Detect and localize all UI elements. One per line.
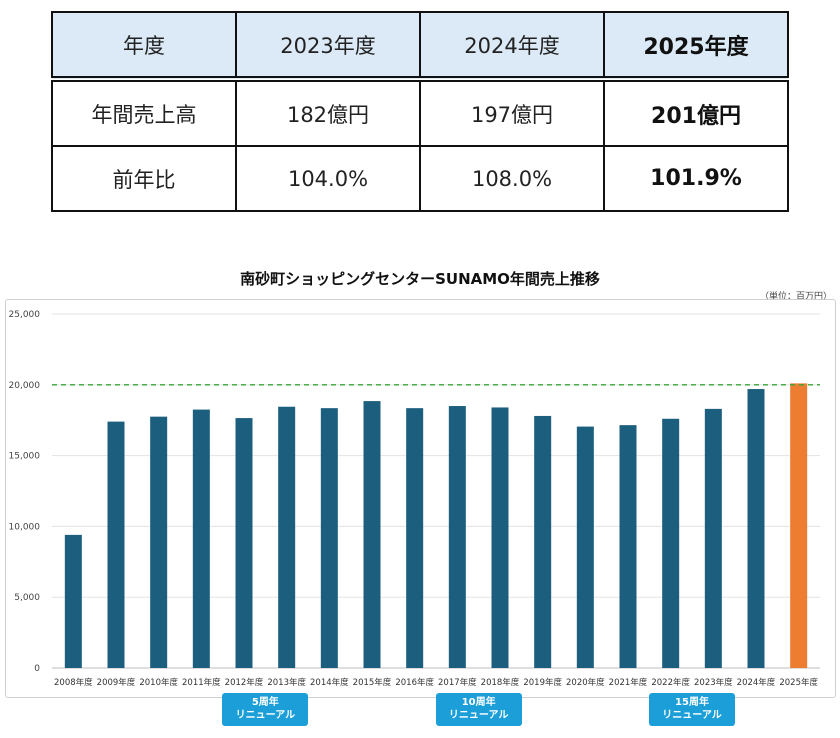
summary-header-row: 年度 2023年度 2024年度 2025年度 (51, 11, 789, 80)
header-cell-2025: 2025年度 (603, 11, 789, 80)
row-label-sales: 年間売上高 (51, 78, 237, 147)
y-tick-label: 15,000 (9, 452, 41, 462)
x-tick-label: 2014年度 (310, 677, 349, 688)
x-tick-label: 2020年度 (566, 677, 605, 688)
bar (363, 401, 381, 668)
bar (64, 534, 82, 668)
header-cell-2024: 2024年度 (419, 11, 605, 80)
x-tick-label: 2019年度 (523, 677, 562, 688)
table-row: 前年比 104.0% 108.0% 101.9% (51, 145, 789, 212)
yoy-2024: 108.0% (419, 145, 605, 212)
chart-title: 南砂町ショッピングセンターSUNAMO年間売上推移 (240, 270, 600, 288)
x-tick-label: 2025年度 (779, 677, 818, 688)
bar (150, 416, 168, 668)
bar (662, 418, 680, 668)
y-tick-label: 5,000 (14, 593, 40, 603)
x-tick-label: 2017年度 (438, 677, 477, 688)
x-tick-label: 2008年度 (54, 677, 93, 688)
x-tick-label: 2012年度 (225, 677, 264, 688)
bar (448, 406, 466, 668)
yoy-2023: 104.0% (235, 145, 421, 212)
bar (704, 408, 722, 668)
x-tick-label: 2009年度 (97, 677, 136, 688)
y-tick-label: 0 (34, 664, 40, 674)
x-tick-label: 2018年度 (481, 677, 520, 688)
milestone-sublabel: リニューアル (662, 710, 722, 721)
header-cell-2023: 2023年度 (235, 11, 421, 80)
sales-2025: 201億円 (603, 78, 789, 147)
bar (406, 408, 424, 668)
milestone-sublabel: リニューアル (448, 710, 509, 721)
bar (790, 383, 808, 668)
milestone-label: 5周年 (251, 697, 279, 708)
milestone-label: 15周年 (675, 697, 709, 708)
x-tick-label: 2021年度 (609, 677, 648, 688)
milestone-badge-5th: 5周年 リニューアル (222, 693, 309, 726)
milestone-sublabel: リニューアル (235, 710, 296, 721)
x-tick-label: 2024年度 (737, 677, 776, 688)
sales-2023: 182億円 (235, 78, 421, 147)
x-tick-label: 2013年度 (267, 677, 306, 688)
unit-note: （単位：百万円） (759, 292, 832, 302)
sales-2024: 197億円 (419, 78, 605, 147)
bar (107, 421, 125, 668)
summary-table: 年度 2023年度 2024年度 2025年度 年間売上高 182億円 197億… (51, 11, 789, 212)
bar (747, 389, 765, 668)
bar (491, 407, 509, 668)
bar (278, 406, 296, 668)
yoy-2025: 101.9% (603, 145, 789, 212)
x-tick-label: 2022年度 (651, 677, 690, 688)
bar (320, 408, 338, 668)
bar (235, 418, 253, 668)
row-label-yoy: 前年比 (51, 145, 237, 212)
chart-frame (5, 299, 836, 698)
bar (534, 415, 552, 668)
table-row: 年間売上高 182億円 197億円 201億円 (51, 78, 789, 147)
bar (576, 426, 594, 668)
bar (619, 425, 637, 668)
x-tick-label: 2016年度 (395, 677, 434, 688)
y-tick-label: 10,000 (9, 522, 41, 532)
milestone-label: 10周年 (461, 697, 496, 708)
x-tick-label: 2011年度 (182, 677, 221, 688)
bar (192, 409, 210, 668)
x-tick-label: 2023年度 (694, 677, 733, 688)
header-cell-year: 年度 (51, 11, 237, 80)
x-tick-label: 2015年度 (353, 677, 392, 688)
y-tick-label: 25,000 (9, 310, 41, 320)
x-tick-label: 2010年度 (139, 677, 178, 688)
milestone-badge-15th: 15周年 リニューアル (649, 693, 735, 726)
y-tick-label: 20,000 (9, 381, 41, 391)
milestone-badge-10th: 10周年 リニューアル (435, 693, 522, 726)
